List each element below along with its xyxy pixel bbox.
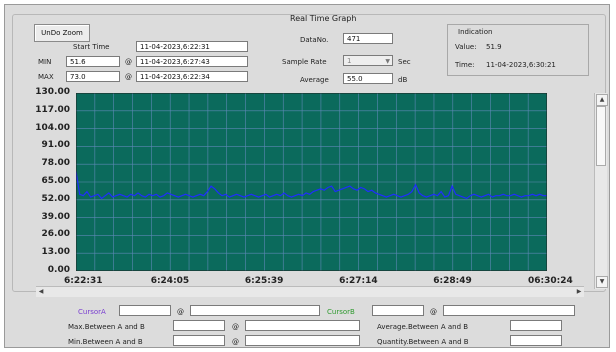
max-time-field[interactable]: 11-04-2023,6:22:34 (136, 71, 248, 82)
max-label: MAX (38, 73, 54, 81)
x-tick-label: 6:27:14 (339, 276, 378, 286)
scroll-down-icon[interactable]: ▼ (596, 276, 608, 288)
average-label: Average (300, 76, 329, 84)
y-tick-label: 104.00 (35, 122, 70, 133)
start-time-field[interactable]: 11-04-2023,6:22:31 (136, 41, 248, 52)
x-tick-label: 6:28:49 (433, 276, 472, 286)
cursor-b-value-field[interactable] (372, 305, 424, 316)
y-tick-label: 26.00 (41, 229, 70, 240)
scroll-left-icon[interactable]: ◀ (38, 288, 44, 295)
horizontal-scrollbar[interactable]: ◀ ▶ (36, 286, 584, 297)
scroll-up-icon[interactable]: ▲ (596, 94, 608, 106)
min-time-field[interactable]: 11-04-2023,6:27:43 (136, 56, 248, 67)
max-between-label: Max.Between A and B (68, 323, 145, 331)
y-tick-label: 117.00 (35, 104, 70, 115)
max-between-value-field[interactable] (173, 320, 225, 331)
y-tick-label: 65.00 (41, 176, 70, 186)
max-between-time-field[interactable] (245, 320, 360, 331)
avg-between-label: Average.Between A and B (377, 323, 469, 331)
data-no-field[interactable]: 471 (343, 33, 393, 44)
series-line (76, 170, 547, 200)
y-tick-label: 130.00 (35, 87, 70, 97)
y-tick-label: 78.00 (41, 158, 70, 169)
min-between-label: Min.Between A and B (68, 338, 143, 346)
x-tick-label: 6:24:05 (150, 276, 190, 286)
min-between-value-field[interactable] (173, 335, 225, 346)
y-tick-label: 13.00 (41, 247, 70, 258)
scroll-right-icon[interactable]: ▶ (576, 288, 582, 295)
cursor-b-at: @ (430, 308, 437, 316)
sample-rate-select[interactable]: 1 ▼ (343, 55, 393, 66)
min-at-symbol: @ (125, 58, 132, 66)
x-tick-label: 06:30:24 (528, 276, 573, 286)
undo-zoom-button[interactable]: UnDo Zoom (34, 24, 90, 42)
chevron-down-icon: ▼ (385, 58, 390, 65)
min-between-at: @ (232, 338, 239, 346)
vertical-scrollbar[interactable]: ▲ ▼ (594, 93, 608, 289)
indication-time-label: Time: (455, 61, 475, 69)
cursor-a-label: CursorA (78, 308, 106, 316)
average-field[interactable]: 55.0 (343, 73, 393, 84)
qty-between-field[interactable] (510, 335, 562, 346)
cursor-a-time-field[interactable] (190, 305, 320, 316)
max-between-at: @ (232, 323, 239, 331)
min-label: MIN (38, 58, 52, 66)
data-no-label: DataNo. (300, 36, 329, 44)
y-tick-label: 91.00 (41, 140, 70, 151)
indication-time: 11-04-2023,6:30:21 (486, 61, 556, 69)
page-title: Real Time Graph (290, 14, 357, 23)
y-tick-label: 52.00 (41, 193, 70, 204)
cursor-a-value-field[interactable] (119, 305, 171, 316)
min-value-field[interactable]: 51.6 (66, 56, 120, 67)
start-time-label: Start Time (73, 43, 110, 51)
x-tick-label: 6:22:31 (64, 276, 103, 286)
indication-group (447, 24, 589, 76)
avg-between-field[interactable] (510, 320, 562, 331)
qty-between-label: Quantity.Between A and B (377, 338, 469, 346)
average-unit: dB (398, 76, 408, 84)
sample-rate-label: Sample Rate (282, 58, 327, 66)
indication-title: Indication (458, 28, 493, 36)
sample-rate-value: 1 (347, 57, 352, 65)
min-between-time-field[interactable] (245, 335, 360, 346)
max-at-symbol: @ (125, 73, 132, 81)
y-tick-label: 0.00 (47, 265, 70, 275)
real-time-chart[interactable] (76, 93, 547, 271)
x-tick-label: 6:25:39 (244, 276, 284, 286)
cursor-a-at: @ (177, 308, 184, 316)
cursor-b-label: CursorB (327, 308, 355, 316)
cursor-b-time-field[interactable] (443, 305, 575, 316)
max-value-field[interactable]: 73.0 (66, 71, 120, 82)
y-tick-label: 39.00 (41, 211, 70, 222)
indication-value: 51.9 (486, 43, 502, 51)
sample-rate-unit: Sec (398, 58, 411, 66)
scroll-thumb[interactable] (596, 106, 606, 166)
indication-value-label: Value: (455, 43, 477, 51)
